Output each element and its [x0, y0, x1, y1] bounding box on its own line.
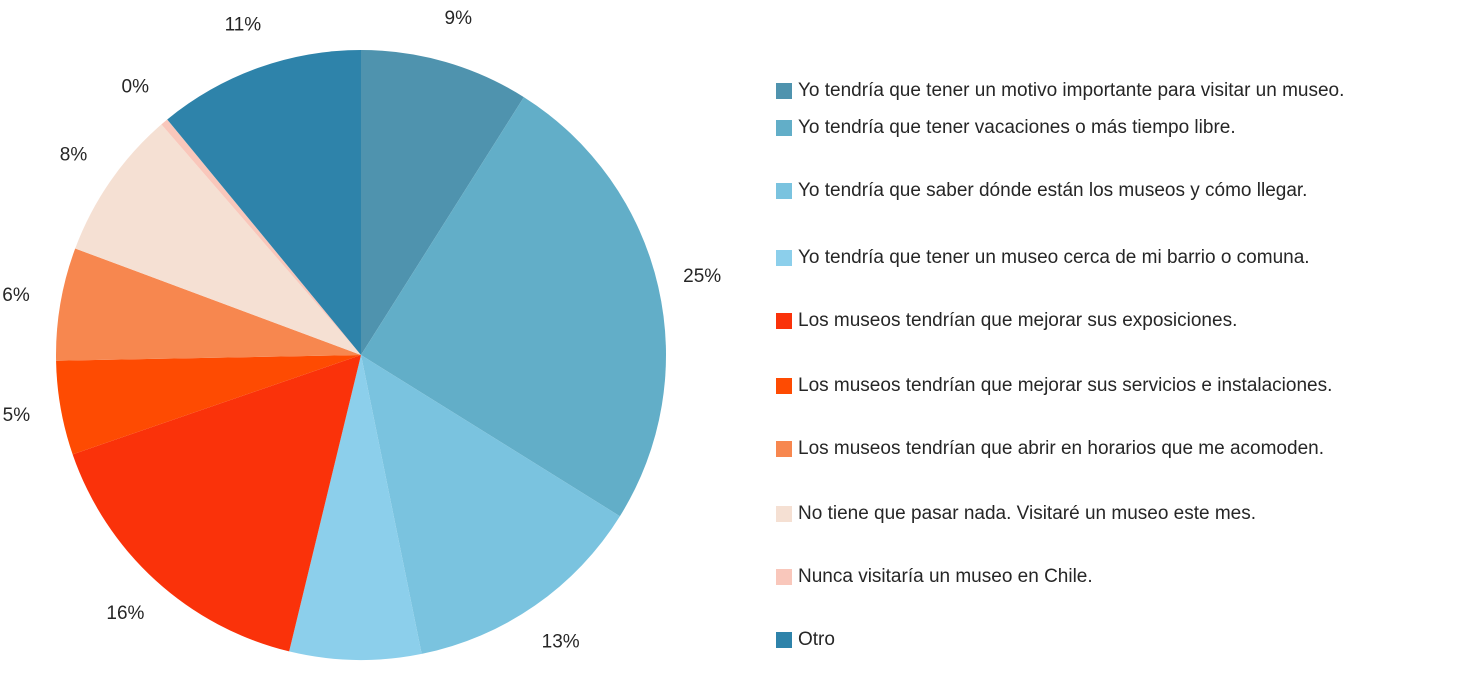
data-label: 5% — [3, 405, 31, 426]
legend-label: Los museos tendrían que mejorar sus serv… — [798, 375, 1332, 396]
pie-slice — [75, 124, 362, 355]
pie-slice — [72, 355, 361, 652]
pie-slice — [167, 50, 361, 355]
legend-swatch — [776, 506, 792, 522]
legend-swatch — [776, 120, 792, 136]
legend-label: No tiene que pasar nada. Visitaré un mus… — [798, 503, 1256, 524]
legend-label: Yo tendría que tener vacaciones o más ti… — [798, 117, 1236, 138]
pie-slice — [56, 355, 362, 455]
data-label: 25% — [683, 266, 721, 287]
legend-swatch — [776, 378, 792, 394]
data-label: 7% — [341, 694, 369, 695]
legend-swatch — [776, 250, 792, 266]
pie-slice — [361, 97, 666, 517]
pie-slice — [161, 119, 361, 355]
legend-label: Yo tendría que tener un motivo important… — [798, 80, 1344, 101]
legend-label: Nunca visitaría un museo en Chile. — [798, 566, 1093, 587]
pie-slice — [289, 355, 422, 660]
legend-label: Los museos tendrían que mejorar sus expo… — [798, 310, 1237, 331]
pie-slice — [361, 355, 620, 654]
legend-swatch — [776, 632, 792, 648]
data-label: 0% — [122, 77, 150, 98]
data-label: 9% — [445, 8, 473, 29]
legend-label: Yo tendría que tener un museo cerca de m… — [798, 247, 1310, 268]
data-label: 11% — [225, 15, 262, 36]
legend-swatch — [776, 183, 792, 199]
legend-label: Yo tendría que saber dónde están los mus… — [798, 180, 1307, 201]
legend-swatch — [776, 569, 792, 585]
pie-slice — [361, 50, 524, 355]
data-label: 13% — [542, 631, 580, 652]
legend-label: Otro — [798, 629, 835, 650]
pie-slice — [56, 248, 362, 361]
data-label: 8% — [60, 144, 88, 165]
legend-swatch — [776, 83, 792, 99]
legend-swatch — [776, 313, 792, 329]
legend-label: Los museos tendrían que abrir en horario… — [798, 438, 1324, 459]
legend-swatch — [776, 441, 792, 457]
data-label: 6% — [2, 285, 30, 306]
data-label: 16% — [106, 603, 144, 624]
